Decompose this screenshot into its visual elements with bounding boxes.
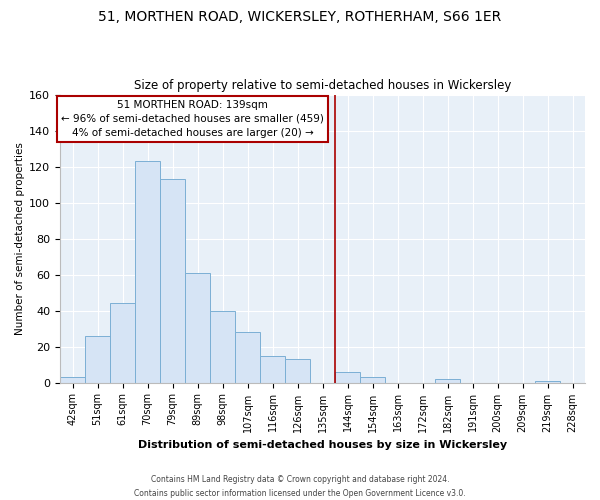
Y-axis label: Number of semi-detached properties: Number of semi-detached properties — [15, 142, 25, 335]
Bar — [285, 359, 310, 382]
Bar — [535, 381, 560, 382]
Bar — [435, 379, 460, 382]
Bar — [135, 161, 160, 382]
Bar — [85, 336, 110, 382]
Bar — [60, 377, 85, 382]
Bar — [210, 310, 235, 382]
Text: Contains HM Land Registry data © Crown copyright and database right 2024.
Contai: Contains HM Land Registry data © Crown c… — [134, 476, 466, 498]
Bar — [185, 273, 210, 382]
Bar — [335, 372, 360, 382]
Bar — [360, 377, 385, 382]
X-axis label: Distribution of semi-detached houses by size in Wickersley: Distribution of semi-detached houses by … — [138, 440, 507, 450]
Bar — [260, 356, 285, 382]
Bar — [110, 304, 135, 382]
Text: 51 MORTHEN ROAD: 139sqm
← 96% of semi-detached houses are smaller (459)
4% of se: 51 MORTHEN ROAD: 139sqm ← 96% of semi-de… — [61, 100, 324, 138]
Bar — [235, 332, 260, 382]
Text: 51, MORTHEN ROAD, WICKERSLEY, ROTHERHAM, S66 1ER: 51, MORTHEN ROAD, WICKERSLEY, ROTHERHAM,… — [98, 10, 502, 24]
Bar — [160, 179, 185, 382]
Title: Size of property relative to semi-detached houses in Wickersley: Size of property relative to semi-detach… — [134, 79, 511, 92]
